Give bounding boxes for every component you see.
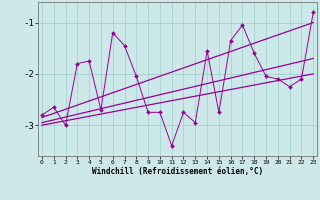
X-axis label: Windchill (Refroidissement éolien,°C): Windchill (Refroidissement éolien,°C): [92, 167, 263, 176]
